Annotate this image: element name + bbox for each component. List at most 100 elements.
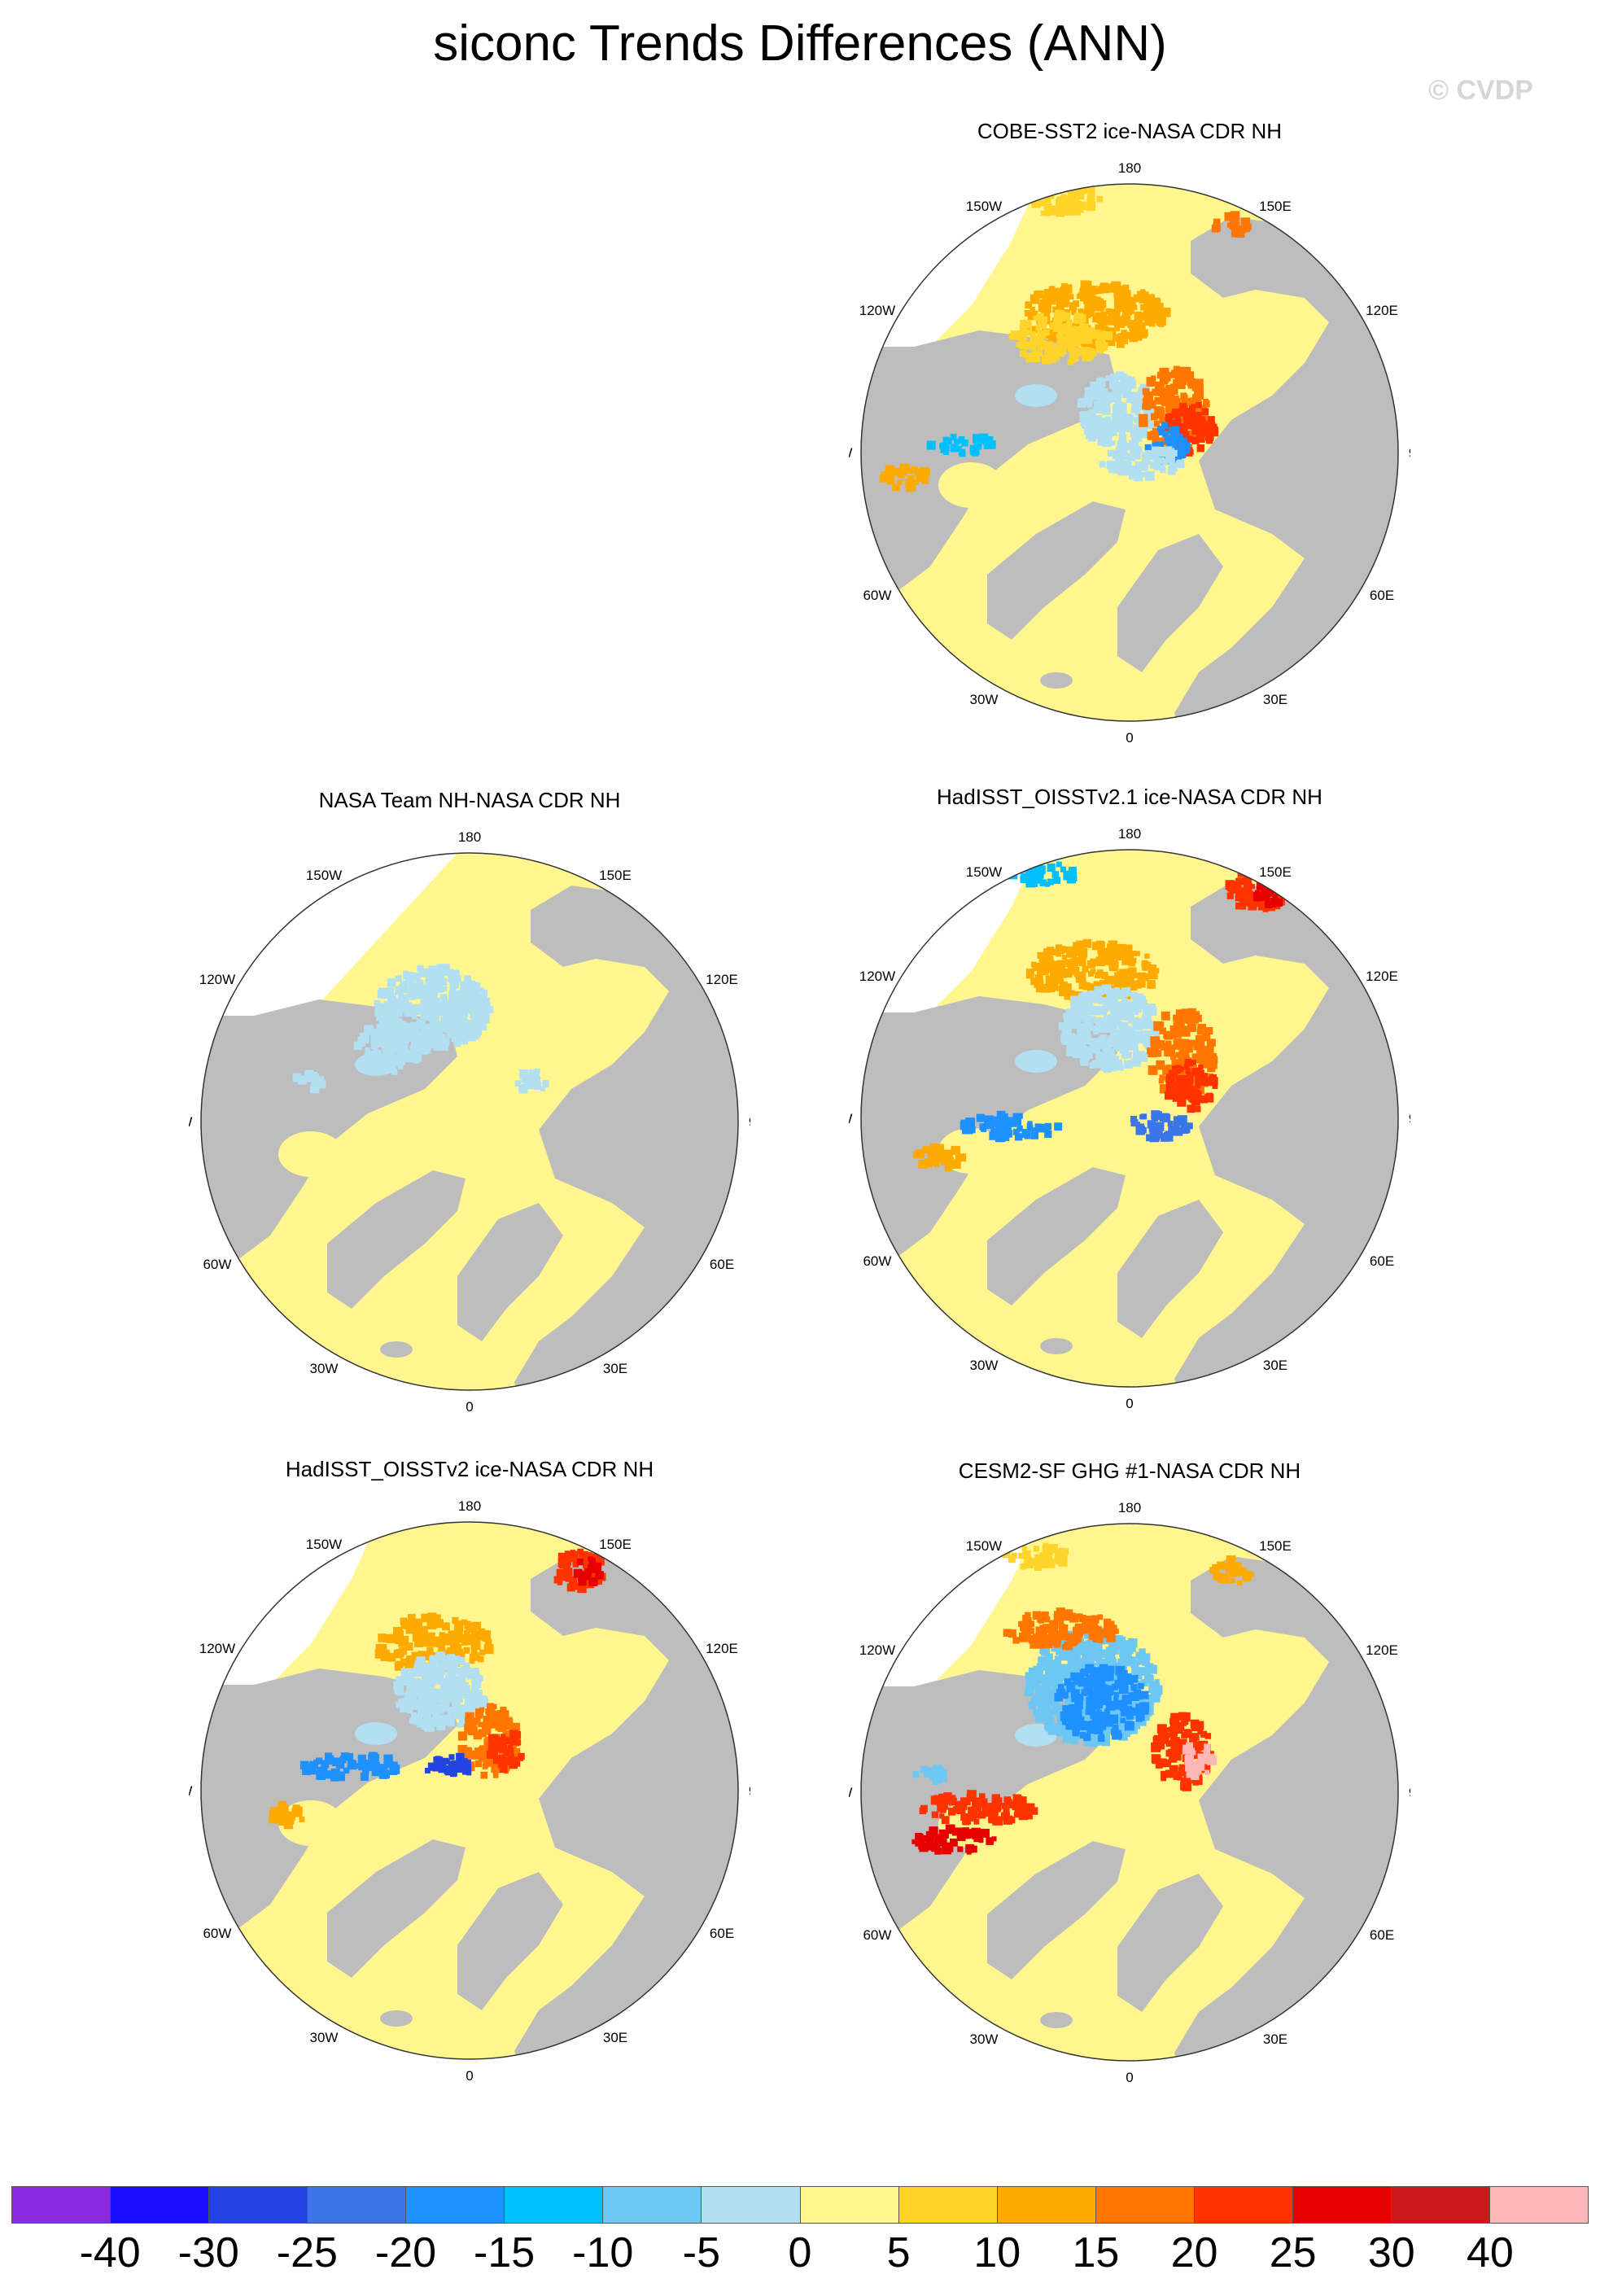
panel-title: CESM2-SF GHG #1-NASA CDR NH [958,1459,1301,1483]
longitude-label: 150E [1259,1538,1292,1554]
map-boundary [200,852,739,1391]
polar-map: 180 150E 120E 90E 60E 30E 0 30W 60W 90W 120W 150W [849,826,1410,1411]
longitude-label: 120E [1366,1642,1398,1658]
colorbar-box [406,2187,505,2223]
longitude-label: 30W [310,1361,339,1376]
colorbar-box [1095,2187,1195,2223]
map-panel-cobe: COBE-SST2 ice-NASA CDR NH 180 150E 120E 90E… [849,119,1410,762]
polar-map: 180 150E 120E 90E 60E 30E 0 30W 60W 90W 120W 150W [189,829,750,1415]
longitude-label: 120W [859,969,895,984]
map-boundary [860,849,1399,1388]
longitude-label: 90E [749,1114,750,1130]
longitude-label: 30W [970,692,999,707]
longitude-label: 30E [1263,692,1287,707]
longitude-label: 180 [1118,1500,1141,1515]
longitude-label: 120W [199,972,235,987]
colorbar-box [111,2187,210,2223]
panel-title: COBE-SST2 ice-NASA CDR NH [977,119,1283,143]
longitude-label: 120W [859,303,895,318]
longitude-label: 60E [1370,1927,1394,1943]
map-boundary [860,1523,1399,2062]
longitude-label: 150W [966,199,1002,214]
longitude-label: 0 [1126,2070,1133,2085]
map-boundary [860,183,1399,722]
longitude-label: 0 [466,2068,473,2084]
colorbar-box [997,2187,1096,2223]
colorbar-tick-label: -30 [177,2229,239,2276]
longitude-label: 60E [710,1926,734,1941]
longitude-label: 120E [706,1641,738,1656]
longitude-label: 120E [1366,303,1398,318]
longitude-label: 180 [458,1498,481,1514]
polar-map: 180 150E 120E 90E 60E 30E 0 30W 60W 90W 120W 150W [849,160,1410,746]
colorbar-box [603,2187,702,2223]
longitude-label: 60W [203,1926,231,1941]
colorbar-box [1391,2187,1490,2223]
colorbar-tick-label: 25 [1269,2229,1317,2276]
colorbar-box [800,2187,899,2223]
longitude-label: 60E [710,1257,734,1272]
longitude-label: 120W [859,1642,895,1658]
map-boundary [200,1521,739,2060]
longitude-label: 90W [189,1783,192,1799]
colorbar-box [1292,2187,1392,2223]
colorbar-tick-label: -15 [474,2229,536,2276]
longitude-label: 60W [863,1927,891,1943]
longitude-label: 150W [966,864,1002,880]
colorbar-tick-label: -40 [79,2229,141,2276]
longitude-label: 30E [1263,1358,1287,1373]
longitude-label: 150W [306,868,342,883]
colorbar-tick-label: 5 [886,2229,911,2276]
longitude-label: 90E [1409,1111,1410,1126]
longitude-label: 90W [849,445,852,461]
colorbar-box [308,2187,407,2223]
colorbar-tick-label: 30 [1367,2229,1415,2276]
colorbar-box [898,2187,998,2223]
map-panel-hadisst-oisstv2: HadISST_OISSTv2 ice-NASA CDR NH 180 150E 1… [189,1457,750,2100]
longitude-label: 150E [599,868,632,883]
colorbar-tick-label: 40 [1466,2229,1514,2276]
map-panel-cesm2-sf-ghg: CESM2-SF GHG #1-NASA CDR NH 180 150E 120E 9… [849,1459,1410,2101]
longitude-label: 180 [458,829,481,845]
longitude-label: 30W [970,1358,999,1373]
longitude-label: 60W [203,1257,231,1272]
panel-title: NASA Team NH-NASA CDR NH [318,788,621,812]
longitude-label: 90E [1409,1785,1410,1800]
longitude-label: 120W [199,1641,235,1656]
colorbar-box [209,2187,308,2223]
panel-title: HadISST_OISSTv2.1 ice-NASA CDR NH [937,785,1322,809]
colorbar-tick-label: 0 [788,2229,812,2276]
colorbar-box [1194,2187,1293,2223]
cvdp-watermark: © CVDP [1428,75,1533,106]
longitude-label: 120E [706,972,738,987]
colorbar [11,2186,1589,2224]
colorbar-box [505,2187,604,2223]
longitude-label: 90W [849,1111,852,1126]
polar-map: 180 150E 120E 90E 60E 30E 0 30W 60W 90W 120W 150W [849,1500,1410,2085]
colorbar-box [702,2187,801,2223]
longitude-label: 60E [1370,1253,1394,1269]
colorbar-tick-label: -10 [572,2229,634,2276]
colorbar-tick-label: -25 [276,2229,338,2276]
longitude-label: 60E [1370,588,1394,603]
longitude-label: 180 [1118,160,1141,176]
longitude-label: 30E [1263,2031,1287,2047]
panel-title: HadISST_OISSTv2 ice-NASA CDR NH [285,1457,654,1481]
longitude-label: 150W [966,1538,1002,1554]
longitude-label: 150E [1259,864,1292,880]
longitude-label: 30W [970,2031,999,2047]
colorbar-box [12,2187,111,2223]
colorbar-tick-label: -5 [682,2229,720,2276]
map-panel-hadisst-oisstv21: HadISST_OISSTv2.1 ice-NASA CDR NH 180 150… [849,785,1410,1428]
colorbar-labels: -40 -30 -25 -20 -15 -10 -5 0 5 10 15 20 25 30 40 [0,2228,1600,2277]
longitude-label: 150E [1259,199,1292,214]
longitude-label: 120E [1366,969,1398,984]
longitude-label: 90W [849,1785,852,1800]
longitude-label: 180 [1118,826,1141,842]
longitude-label: 30E [603,1361,627,1376]
longitude-label: 30E [603,2030,627,2045]
colorbar-tick-label: 15 [1072,2229,1120,2276]
longitude-label: 0 [466,1399,473,1415]
colorbar-tick-label: 20 [1170,2229,1218,2276]
longitude-label: 150W [306,1537,342,1552]
